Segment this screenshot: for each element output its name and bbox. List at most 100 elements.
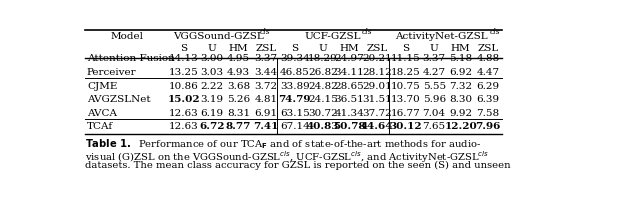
Text: AVCA: AVCA bbox=[87, 109, 117, 118]
Text: 10.86: 10.86 bbox=[169, 82, 198, 91]
Text: 4.27: 4.27 bbox=[422, 68, 445, 77]
Text: 37.72: 37.72 bbox=[362, 109, 392, 118]
Text: 6.19: 6.19 bbox=[200, 109, 223, 118]
Text: Perceiver: Perceiver bbox=[87, 68, 136, 77]
Text: 34.11: 34.11 bbox=[335, 68, 364, 77]
Text: U: U bbox=[319, 44, 328, 53]
Text: ZSL: ZSL bbox=[366, 44, 387, 53]
Text: 12.20: 12.20 bbox=[444, 122, 477, 131]
Text: 26.82: 26.82 bbox=[308, 68, 338, 77]
Text: 8.31: 8.31 bbox=[227, 109, 250, 118]
Text: TCAf: TCAf bbox=[87, 122, 113, 131]
Text: CJME: CJME bbox=[87, 82, 117, 91]
Text: 3.44: 3.44 bbox=[254, 68, 277, 77]
Text: 16.77: 16.77 bbox=[391, 109, 420, 118]
Text: 5.26: 5.26 bbox=[227, 95, 250, 104]
Text: 18.25: 18.25 bbox=[391, 68, 420, 77]
Text: 6.92: 6.92 bbox=[449, 68, 472, 77]
Text: 2.22: 2.22 bbox=[200, 82, 223, 91]
Text: 31.51: 31.51 bbox=[362, 95, 392, 104]
Text: 3.19: 3.19 bbox=[200, 95, 223, 104]
Text: 8.30: 8.30 bbox=[449, 95, 472, 104]
Text: 67.14: 67.14 bbox=[280, 122, 310, 131]
Text: 41.34: 41.34 bbox=[335, 109, 364, 118]
Text: 4.88: 4.88 bbox=[476, 54, 500, 63]
Text: 13.25: 13.25 bbox=[169, 68, 198, 77]
Text: cls: cls bbox=[489, 28, 500, 36]
Text: UCF-GZSL: UCF-GZSL bbox=[304, 32, 361, 41]
Text: 13.70: 13.70 bbox=[391, 95, 420, 104]
Text: ActivityNet-GZSL: ActivityNet-GZSL bbox=[395, 32, 488, 41]
Text: 6.39: 6.39 bbox=[476, 95, 500, 104]
Text: 50.78: 50.78 bbox=[333, 122, 366, 131]
Text: 4.47: 4.47 bbox=[476, 68, 500, 77]
Text: VGGSound-GZSL: VGGSound-GZSL bbox=[173, 32, 264, 41]
Text: 20.21: 20.21 bbox=[362, 54, 392, 63]
Text: Model: Model bbox=[110, 32, 143, 41]
Text: 12.63: 12.63 bbox=[169, 122, 198, 131]
Text: ZSL: ZSL bbox=[255, 44, 276, 53]
Text: 6.29: 6.29 bbox=[476, 82, 500, 91]
Text: 3.03: 3.03 bbox=[200, 68, 223, 77]
Text: 6.91: 6.91 bbox=[254, 109, 277, 118]
Text: 28.65: 28.65 bbox=[335, 82, 364, 91]
Text: 63.15: 63.15 bbox=[280, 109, 310, 118]
Text: 6.72: 6.72 bbox=[199, 122, 225, 131]
Text: 44.64: 44.64 bbox=[361, 122, 393, 131]
Text: 24.97: 24.97 bbox=[335, 54, 364, 63]
Text: 14.13: 14.13 bbox=[169, 54, 198, 63]
Text: 3.68: 3.68 bbox=[227, 82, 250, 91]
Text: 11.15: 11.15 bbox=[391, 54, 420, 63]
Text: 5.96: 5.96 bbox=[422, 95, 445, 104]
Text: 40.83: 40.83 bbox=[307, 122, 339, 131]
Text: U: U bbox=[430, 44, 438, 53]
Text: 24.15: 24.15 bbox=[308, 95, 338, 104]
Text: 8.77: 8.77 bbox=[226, 122, 251, 131]
Text: 9.92: 9.92 bbox=[449, 109, 472, 118]
Text: S: S bbox=[291, 44, 298, 53]
Text: 10.75: 10.75 bbox=[391, 82, 420, 91]
Text: 7.41: 7.41 bbox=[253, 122, 278, 131]
Text: cls: cls bbox=[361, 28, 372, 36]
Text: 39.34: 39.34 bbox=[280, 54, 310, 63]
Text: 4.81: 4.81 bbox=[254, 95, 277, 104]
Text: HM: HM bbox=[228, 44, 248, 53]
Text: 29.01: 29.01 bbox=[362, 82, 392, 91]
Text: 33.89: 33.89 bbox=[280, 82, 310, 91]
Text: 7.65: 7.65 bbox=[422, 122, 445, 131]
Text: 30.12: 30.12 bbox=[390, 122, 422, 131]
Text: HM: HM bbox=[451, 44, 470, 53]
Text: 30.72: 30.72 bbox=[308, 109, 338, 118]
Text: 3.72: 3.72 bbox=[254, 82, 277, 91]
Text: U: U bbox=[207, 44, 216, 53]
Text: $\mathbf{Table\ 1.}$  Performance of our TCA$_\mathbf{F}$ and of state-of-the-ar: $\mathbf{Table\ 1.}$ Performance of our … bbox=[85, 137, 481, 151]
Text: Attention Fusion: Attention Fusion bbox=[87, 54, 175, 63]
Text: 5.18: 5.18 bbox=[449, 54, 472, 63]
Text: HM: HM bbox=[340, 44, 360, 53]
Text: 28.12: 28.12 bbox=[362, 68, 392, 77]
Text: AVGZSLNet: AVGZSLNet bbox=[87, 95, 150, 104]
Text: ZSL: ZSL bbox=[477, 44, 499, 53]
Text: datasets. The mean class accuracy for GZSL is reported on the seen (S) and unsee: datasets. The mean class accuracy for GZ… bbox=[85, 161, 511, 170]
Text: 4.93: 4.93 bbox=[227, 68, 250, 77]
Text: 7.96: 7.96 bbox=[476, 122, 500, 131]
Text: 4.95: 4.95 bbox=[227, 54, 250, 63]
Text: 5.55: 5.55 bbox=[422, 82, 445, 91]
Text: visual (G)ZSL on the VGGSound-GZSL$^{cls}$, UCF-GZSL$^{cls}$, and ActivityNet-GZ: visual (G)ZSL on the VGGSound-GZSL$^{cls… bbox=[85, 149, 489, 165]
Text: 12.63: 12.63 bbox=[169, 109, 198, 118]
Text: 15.02: 15.02 bbox=[167, 95, 200, 104]
Text: 18.29: 18.29 bbox=[308, 54, 338, 63]
Text: 36.51: 36.51 bbox=[335, 95, 364, 104]
Text: 7.58: 7.58 bbox=[476, 109, 500, 118]
Text: 74.79: 74.79 bbox=[278, 95, 311, 104]
Text: 3.37: 3.37 bbox=[254, 54, 277, 63]
Text: S: S bbox=[180, 44, 188, 53]
Text: 7.32: 7.32 bbox=[449, 82, 472, 91]
Text: 3.00: 3.00 bbox=[200, 54, 223, 63]
Text: 3.37: 3.37 bbox=[422, 54, 445, 63]
Text: 24.82: 24.82 bbox=[308, 82, 338, 91]
Text: 46.85: 46.85 bbox=[280, 68, 310, 77]
Text: 7.04: 7.04 bbox=[422, 109, 445, 118]
Text: cls: cls bbox=[260, 28, 271, 36]
Text: S: S bbox=[403, 44, 410, 53]
